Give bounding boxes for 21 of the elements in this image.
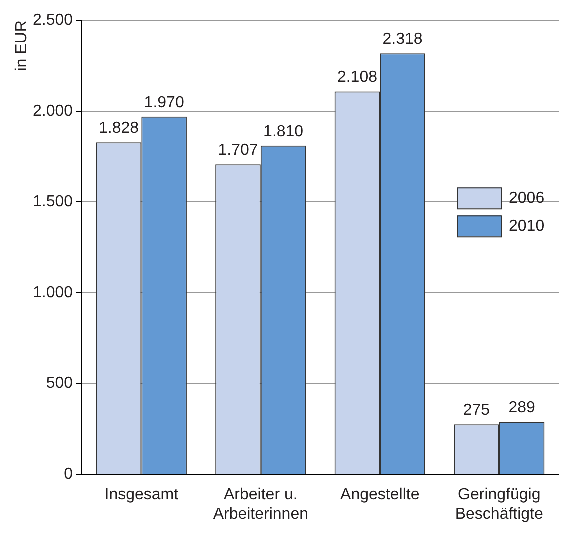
data-label: 2.318 [382, 31, 423, 48]
y-tick-label: 500 [46, 375, 74, 392]
data-label: 1.810 [264, 123, 304, 140]
y-axis-title: in EUR [13, 20, 30, 72]
y-tick-label: 0 [64, 466, 74, 484]
data-label: 1.707 [218, 142, 258, 160]
data-label: 275 [463, 402, 490, 420]
data-label: 289 [508, 400, 536, 417]
data-label: 2.108 [337, 69, 378, 86]
legend-label: 2006 [509, 190, 545, 208]
y-tick-label: 2.000 [32, 102, 74, 120]
y-tick-label: 2.500 [32, 12, 74, 30]
data-label: 1.970 [144, 94, 184, 112]
y-tick-label: 1.000 [32, 284, 74, 302]
x-tick-label: Geringfügig Beschäftigte [455, 486, 544, 523]
x-tick-label: Insgesamt [104, 486, 180, 504]
y-tick-label: 1.500 [32, 194, 74, 211]
x-tick-label: Angestellte [340, 486, 420, 504]
x-tick-label: Arbeiter u. Arbeiterinnen [213, 486, 308, 523]
data-label: 1.828 [98, 120, 140, 138]
legend-label: 2010 [509, 218, 545, 236]
